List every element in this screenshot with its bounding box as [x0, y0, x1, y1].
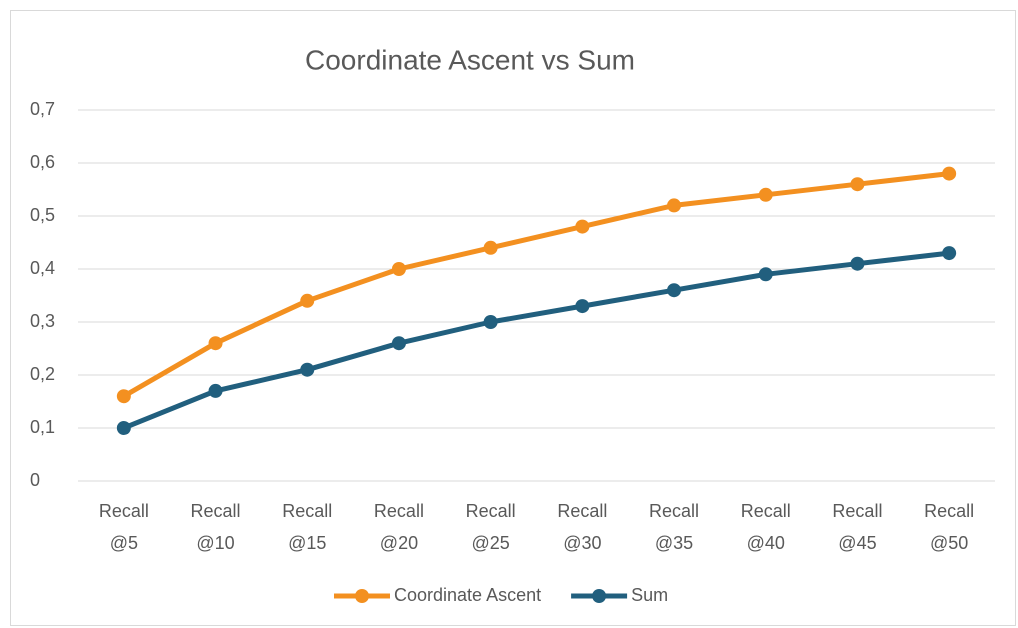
data-point: [483, 315, 498, 329]
data-point: [758, 267, 773, 282]
series-line: [122, 250, 950, 431]
data-point: [208, 336, 223, 351]
y-tick-label: 0,4: [30, 258, 55, 278]
data-point: [116, 389, 131, 404]
data-point: [575, 299, 590, 314]
y-tick-label: 0,5: [30, 205, 55, 225]
x-tick-label: Recall @25: [466, 501, 516, 553]
y-tick-label: 0,1: [30, 417, 55, 437]
x-tick-label: Recall @50: [924, 501, 974, 553]
data-point: [391, 336, 406, 351]
chart-title: Coordinate Ascent vs Sum: [305, 44, 635, 75]
data-point: [300, 362, 315, 377]
legend-marker: [592, 589, 607, 603]
data-point: [300, 293, 315, 308]
series-line: [122, 171, 950, 399]
data-point: [850, 256, 865, 271]
data-point: [208, 383, 223, 398]
legend-marker: [355, 589, 369, 603]
legend-label: Sum: [631, 585, 668, 605]
x-tick-label: Recall @45: [832, 501, 882, 553]
y-tick-label: 0,6: [30, 152, 55, 172]
x-tick-label: Recall @10: [191, 501, 241, 553]
data-point: [575, 219, 590, 234]
y-tick-label: 0: [30, 470, 40, 490]
data-point: [483, 240, 498, 255]
legend-label: Coordinate Ascent: [394, 585, 541, 605]
data-point: [667, 198, 682, 213]
x-tick-label: Recall @20: [374, 501, 424, 553]
data-point: [850, 177, 865, 192]
y-tick-label: 0,7: [30, 99, 55, 119]
y-tick-label: 0,2: [30, 364, 55, 384]
data-point: [116, 421, 131, 435]
data-point: [942, 246, 957, 261]
y-tick-label: 0,3: [30, 311, 55, 331]
x-tick-label: Recall @35: [649, 501, 699, 553]
data-point: [942, 166, 957, 181]
data-point: [758, 187, 773, 202]
data-point: [667, 283, 682, 298]
x-tick-label: Recall @30: [557, 501, 607, 553]
x-tick-label: Recall @5: [99, 501, 149, 553]
x-tick-label: Recall @15: [282, 501, 332, 553]
data-point: [391, 262, 406, 276]
x-tick-label: Recall @40: [741, 501, 791, 553]
